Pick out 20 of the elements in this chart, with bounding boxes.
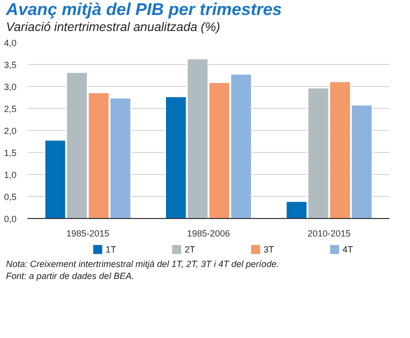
y-tick-label: 2,0: [4, 126, 17, 136]
chart-title: Avanç mitjà del PIB per trimestres: [6, 0, 282, 20]
chart-subtitle: Variació intertrimestral anualitzada (%): [6, 20, 220, 34]
legend-label: 3T: [264, 244, 275, 254]
y-tick-label: 3,5: [4, 60, 17, 70]
y-tick-label: 1,0: [4, 170, 17, 180]
legend-label: 1T: [106, 244, 117, 254]
x-tick-label: 2010-2015: [308, 228, 351, 238]
y-tick-label: 0,0: [4, 214, 17, 224]
text: Nota: Creixement intertrimestral mitjà del 1T, 2T, 3T i 4T del període.: [6, 259, 279, 270]
legend-label: 2T: [184, 244, 196, 254]
y-tick-label: 1,5: [4, 148, 17, 158]
y-tick-label: 4,0: [4, 38, 17, 48]
y-tick-label: 2,5: [4, 104, 17, 114]
text: Font: a partir de dades del BEA.: [6, 271, 134, 282]
legend-label: 4T: [342, 244, 354, 254]
y-tick-label: 3,0: [4, 82, 17, 92]
x-tick-label: 1985-2006: [186, 228, 230, 238]
y-tick-label: 0,5: [4, 192, 17, 202]
x-tick-label: 1985-2015: [66, 228, 110, 238]
